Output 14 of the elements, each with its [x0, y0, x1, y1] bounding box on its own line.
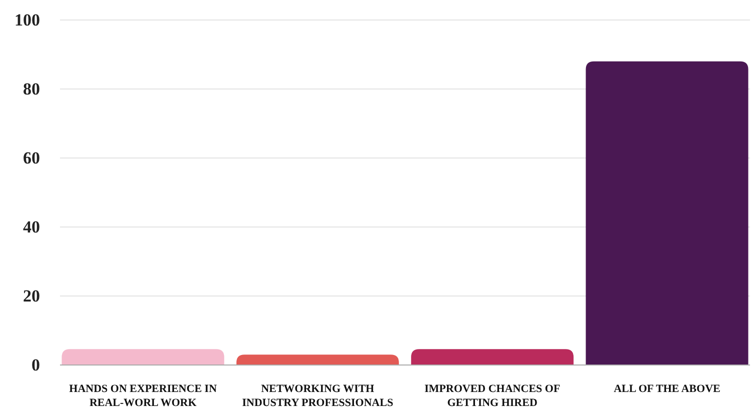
x-tick-label: IMPROVED CHANCES OF GETTING HIRED — [424, 383, 560, 409]
x-tick-label: NETWORKING WITH INDUSTRY PROFESSIONALS — [242, 383, 394, 409]
bar — [586, 61, 748, 365]
y-tick-label: 40 — [23, 217, 40, 236]
y-tick-label: 60 — [23, 148, 40, 168]
bar — [411, 349, 574, 365]
x-tick-label: HANDS ON EXPERIENCE IN REAL-WORL WORK — [69, 383, 217, 409]
y-tick-label: 0 — [32, 355, 40, 374]
y-tick-label: 20 — [23, 286, 40, 306]
bar — [62, 349, 224, 365]
x-tick-label: ALL OF THE ABOVE — [614, 383, 720, 395]
bar — [236, 354, 399, 365]
y-tick-label: 80 — [23, 79, 40, 98]
y-tick-label: 100 — [14, 10, 40, 30]
